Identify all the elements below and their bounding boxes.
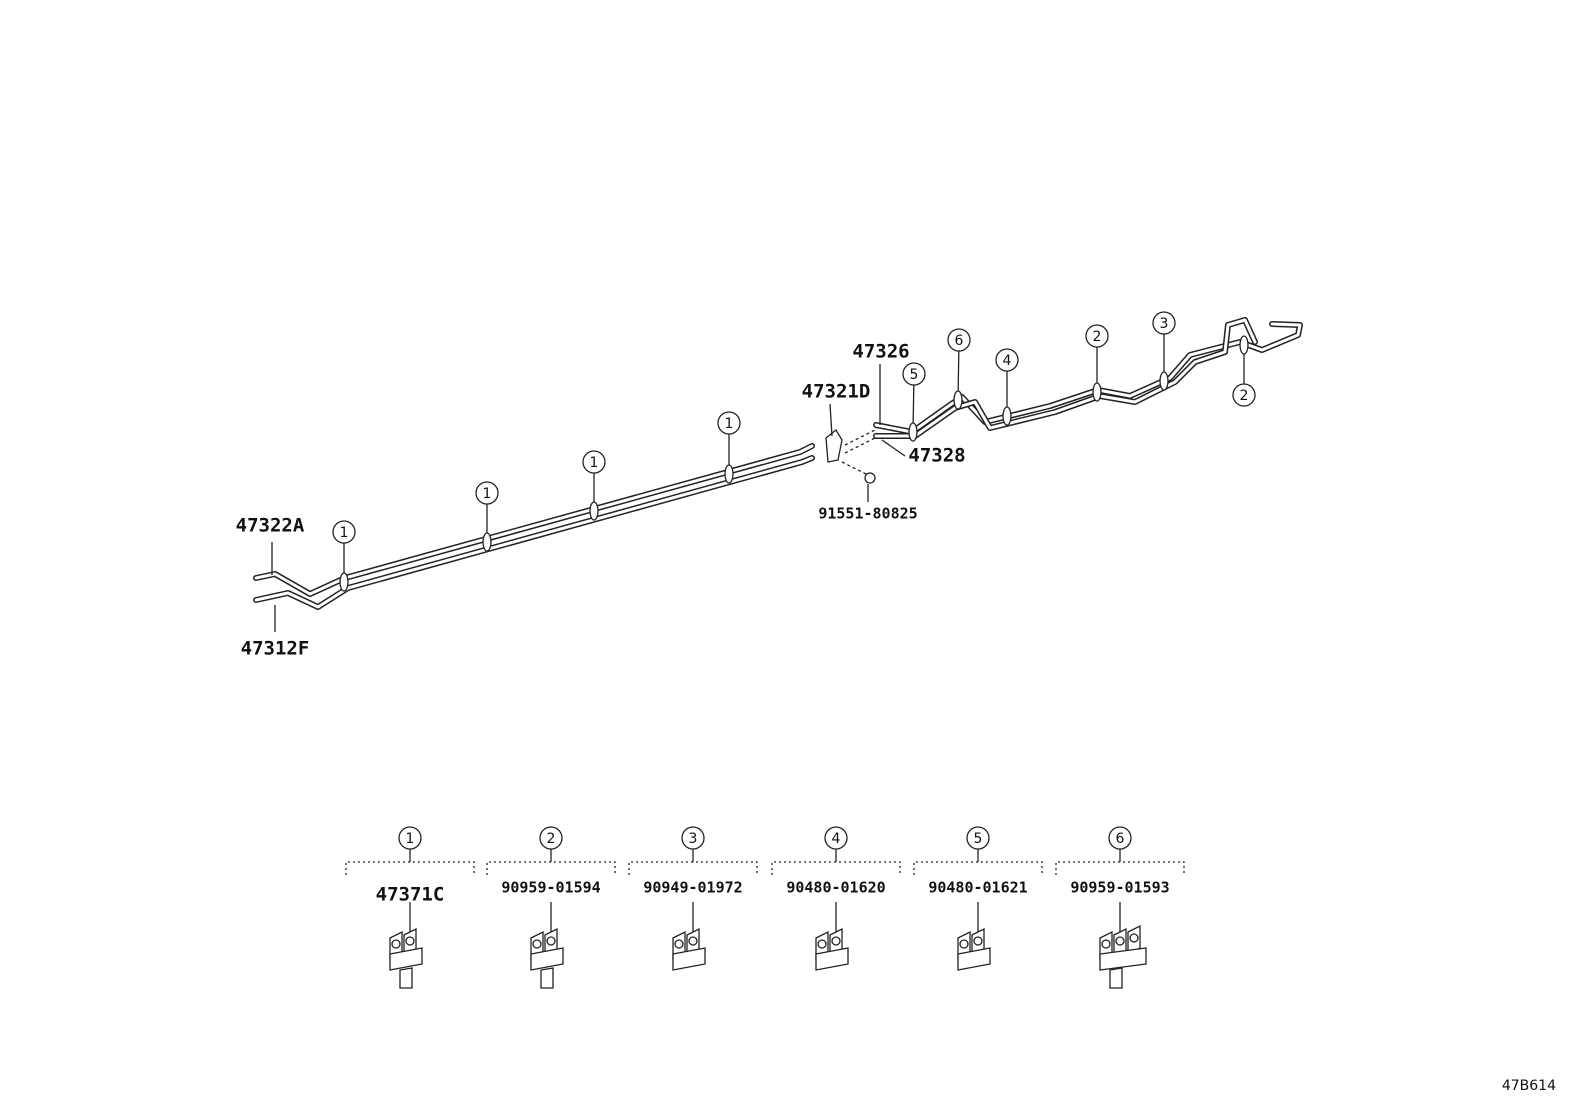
leader-line (881, 439, 906, 457)
clip-base (672, 947, 706, 971)
legend-bracket (345, 861, 475, 875)
clip-marker-number-ring (1085, 324, 1109, 348)
clip-base (815, 947, 849, 971)
brake-tubes (253, 317, 1303, 610)
clip-icon (815, 927, 849, 971)
part-callout: 91551-80825 (818, 505, 917, 523)
clip-marker-number: 6 (955, 333, 964, 349)
clip-marker-number: 1 (340, 525, 349, 541)
clip-hole (674, 939, 684, 949)
clip-marker-number: 3 (1160, 316, 1169, 332)
clip-hole (831, 936, 841, 946)
clip-marker-number: 1 (483, 486, 492, 502)
tube-clip (724, 464, 734, 484)
clip-marker-number-ring (582, 450, 606, 474)
legend-bracket (1055, 861, 1185, 875)
clip-icon (957, 927, 991, 971)
legend-part: 90949-01972 (643, 879, 742, 897)
legend-bracket (486, 861, 616, 875)
clip-hole (405, 936, 415, 946)
clip-marker-number-ring (332, 520, 356, 544)
legend-bracket (913, 861, 1043, 875)
legend-part: 90959-01594 (501, 879, 600, 897)
clip-hole (532, 939, 542, 949)
clip-base (389, 947, 423, 971)
clip-base (1099, 947, 1147, 971)
clip-hole (1115, 936, 1125, 946)
clip-hole (546, 936, 556, 946)
clip-hole (959, 939, 969, 949)
part-callout: 47321D (802, 381, 871, 403)
clip-icon (530, 927, 564, 989)
tube-clip (1092, 382, 1102, 402)
legend-part: 47371C (376, 884, 445, 906)
legend-number: 5 (974, 831, 983, 847)
clip-base (957, 947, 991, 971)
tube-clip (339, 572, 349, 592)
part-callout: 47326 (852, 341, 909, 363)
tube-clip (1159, 371, 1169, 391)
legend-part: 90959-01593 (1070, 879, 1169, 897)
part-callout: 47312F (241, 638, 310, 660)
legend-part: 90480-01621 (928, 879, 1027, 897)
clip-marker-number: 2 (1093, 329, 1102, 345)
tube-clip (953, 390, 963, 410)
tube-clip (1239, 335, 1249, 355)
leader-line (829, 403, 833, 437)
clip-icon (389, 927, 423, 989)
clip-leg (399, 967, 413, 989)
clip-marker-number-ring (1232, 383, 1256, 407)
clip-marker-number-ring (902, 362, 926, 386)
clip-marker-number-ring (1152, 311, 1176, 335)
clip-base (530, 947, 564, 971)
legend-part: 90480-01620 (786, 879, 885, 897)
clip-marker-number: 4 (1003, 353, 1012, 369)
clip-marker-number: 1 (590, 455, 599, 471)
legend-number: 2 (547, 831, 556, 847)
clip-marker-number: 5 (910, 367, 919, 383)
diagram-id: 47B614 (1502, 1078, 1556, 1094)
clip-marker-number: 1 (725, 416, 734, 432)
clip-hole (817, 939, 827, 949)
tube-clip (482, 532, 492, 552)
clip-hole (391, 939, 401, 949)
clip-hole (1129, 933, 1139, 943)
clip-leg (1109, 967, 1123, 989)
clip-marker-number-ring (947, 328, 971, 352)
clip-leg (540, 967, 554, 989)
legend-number: 4 (832, 831, 841, 847)
tube-clip (589, 501, 599, 521)
clip-marker-number-ring (717, 411, 741, 435)
clip-icon (672, 927, 706, 971)
legend-number: 6 (1116, 831, 1125, 847)
clip-hole (688, 936, 698, 946)
tube-clip (1002, 406, 1012, 426)
legend-bracket (771, 861, 901, 875)
clip-marker-number-ring (995, 348, 1019, 372)
clip-marker-number: 2 (1240, 388, 1249, 404)
legend-number: 3 (689, 831, 698, 847)
legend-bracket (628, 861, 758, 875)
legend-number: 1 (406, 831, 415, 847)
tube-clip (908, 422, 918, 442)
clip-marker-number-ring (475, 481, 499, 505)
part-callout: 47328 (908, 445, 965, 467)
clip-hole (1101, 939, 1111, 949)
clip-icon (1099, 924, 1147, 989)
clip-hole (973, 936, 983, 946)
part-callout: 47322A (236, 515, 305, 537)
